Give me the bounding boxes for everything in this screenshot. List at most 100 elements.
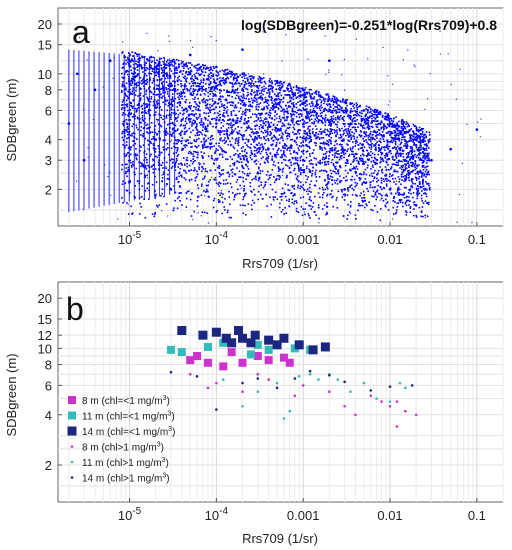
dense-point — [206, 78, 208, 81]
dense-point — [380, 120, 383, 122]
dense-point — [336, 111, 339, 114]
dense-point — [219, 116, 221, 119]
dense-point — [264, 124, 267, 127]
dense-point — [158, 147, 160, 150]
dense-point — [217, 114, 220, 117]
dense-point — [167, 169, 170, 172]
dense-point — [277, 129, 279, 131]
dense-point — [393, 137, 395, 139]
dense-point — [138, 65, 141, 67]
dense-point — [165, 131, 168, 133]
dense-point — [265, 149, 267, 151]
dense-point — [181, 92, 184, 95]
dense-point — [285, 110, 287, 113]
dense-point — [419, 157, 422, 160]
dense-point — [314, 118, 317, 120]
dense-point — [138, 59, 141, 62]
dense-point — [123, 129, 126, 131]
dense-point — [266, 159, 269, 162]
dense-point — [328, 135, 330, 137]
dense-point — [181, 73, 184, 75]
dense-point — [214, 176, 217, 179]
dense-point — [148, 189, 151, 192]
dense-point — [165, 148, 168, 150]
dense-point — [173, 67, 176, 70]
dense-point — [281, 170, 284, 173]
dense-point — [302, 103, 305, 106]
dense-point — [359, 147, 362, 149]
dense-point — [398, 180, 401, 183]
dense-point — [178, 175, 180, 178]
dense-point — [412, 158, 414, 161]
dense-point — [203, 211, 206, 214]
dense-point — [385, 154, 387, 157]
dense-point — [248, 98, 250, 100]
dense-point — [141, 71, 144, 73]
dense-point — [197, 72, 200, 75]
dense-point — [397, 189, 399, 192]
dense-point — [419, 142, 422, 144]
dense-point — [183, 92, 186, 94]
dense-point — [296, 162, 299, 164]
dense-point — [288, 133, 291, 136]
dense-point — [154, 168, 157, 170]
dense-point — [274, 191, 277, 193]
dense-point — [391, 131, 393, 133]
dense-point — [305, 156, 308, 159]
dense-point — [175, 139, 178, 142]
dense-point — [314, 90, 317, 93]
dense-point — [136, 104, 139, 106]
dense-point — [373, 156, 376, 159]
dense-point — [273, 100, 276, 102]
dense-point — [364, 123, 367, 125]
dense-point — [166, 123, 169, 126]
dense-point — [236, 117, 239, 119]
dense-point — [138, 196, 141, 199]
dense-point — [305, 122, 307, 124]
dense-point — [123, 76, 126, 79]
dense-point — [420, 210, 423, 212]
dense-point — [145, 103, 148, 106]
dense-point — [247, 174, 250, 177]
dense-point — [301, 214, 304, 217]
dense-point — [236, 133, 239, 135]
dense-point — [133, 91, 136, 94]
dense-point — [326, 183, 328, 186]
dense-point — [192, 82, 195, 84]
dense-point — [330, 190, 333, 192]
dense-point — [404, 163, 407, 166]
dense-point — [333, 97, 336, 100]
dense-point — [137, 64, 140, 67]
dense-point — [386, 141, 389, 143]
dense-point — [421, 133, 424, 135]
dense-point — [411, 161, 413, 164]
dense-point — [373, 176, 376, 178]
dense-point — [234, 73, 236, 75]
dense-point — [379, 123, 382, 126]
dense-point — [127, 75, 130, 78]
dense-point — [393, 195, 396, 198]
dense-point — [413, 203, 416, 206]
dense-point — [243, 150, 246, 153]
dense-point — [126, 126, 129, 129]
dense-point — [425, 149, 428, 151]
dense-point — [405, 141, 408, 143]
dense-point — [422, 202, 425, 204]
dense-point — [151, 183, 154, 186]
dense-point — [344, 193, 346, 196]
dense-point — [122, 66, 125, 69]
dense-point — [322, 117, 324, 120]
dense-point — [208, 84, 211, 86]
dense-point — [361, 119, 364, 122]
dense-point — [428, 152, 430, 155]
dense-point — [303, 102, 305, 104]
dense-point — [212, 108, 215, 111]
dense-point — [315, 137, 317, 140]
dense-point — [128, 91, 131, 93]
dense-point — [294, 111, 296, 113]
dense-point — [277, 84, 279, 87]
dense-point — [154, 195, 157, 197]
dense-point — [194, 126, 197, 129]
dense-point — [182, 92, 185, 94]
dense-point — [288, 200, 290, 203]
